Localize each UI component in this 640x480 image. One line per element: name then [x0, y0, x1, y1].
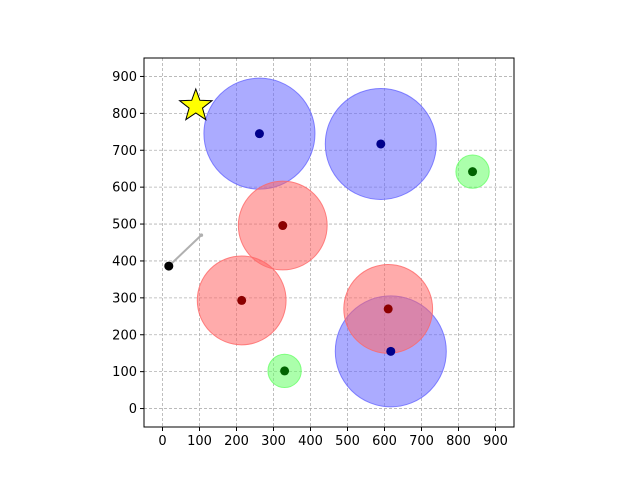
- markers: [164, 87, 478, 376]
- y-tick-label: 800: [112, 107, 137, 122]
- x-tick-label: 700: [409, 434, 434, 449]
- circle-regions: [196, 77, 490, 408]
- x-tick-label: 300: [261, 434, 286, 449]
- y-tick-label: 900: [112, 70, 137, 85]
- heading-end-point: [199, 233, 204, 237]
- x-tick-label: 0: [158, 434, 166, 449]
- axis-ticks: 0 100 200 300 400 500 600 700 800 900 0 100 200 300 40…: [112, 70, 508, 449]
- y-tick-label: 200: [112, 328, 137, 343]
- blue-center-point: [386, 346, 396, 356]
- y-tick-label: 0: [129, 402, 137, 417]
- x-tick-label: 800: [446, 434, 471, 449]
- x-tick-label: 600: [372, 434, 397, 449]
- green-center-point: [280, 366, 290, 376]
- agent-heading-line: [168, 234, 203, 267]
- red-center-point: [383, 304, 393, 314]
- x-tick-label: 400: [298, 434, 323, 449]
- goal-star-icon: [178, 87, 214, 121]
- x-tick-label: 200: [224, 434, 249, 449]
- axes-frame: [143, 57, 515, 428]
- y-tick-label: 500: [112, 218, 137, 233]
- x-tick-label: 500: [335, 434, 360, 449]
- x-tick-label: 100: [187, 434, 212, 449]
- y-tick-label: 600: [112, 181, 137, 196]
- y-tick-label: 100: [112, 365, 137, 380]
- agent-point: [164, 261, 174, 271]
- y-tick-label: 700: [112, 144, 137, 159]
- blue-center-point: [254, 129, 264, 139]
- blue-center-point: [376, 139, 386, 149]
- x-tick-label: 900: [483, 434, 508, 449]
- green-center-point: [468, 167, 478, 177]
- red-center-point: [237, 295, 247, 305]
- red-center-point: [278, 221, 288, 231]
- y-tick-label: 300: [112, 291, 137, 306]
- y-tick-label: 400: [112, 254, 137, 269]
